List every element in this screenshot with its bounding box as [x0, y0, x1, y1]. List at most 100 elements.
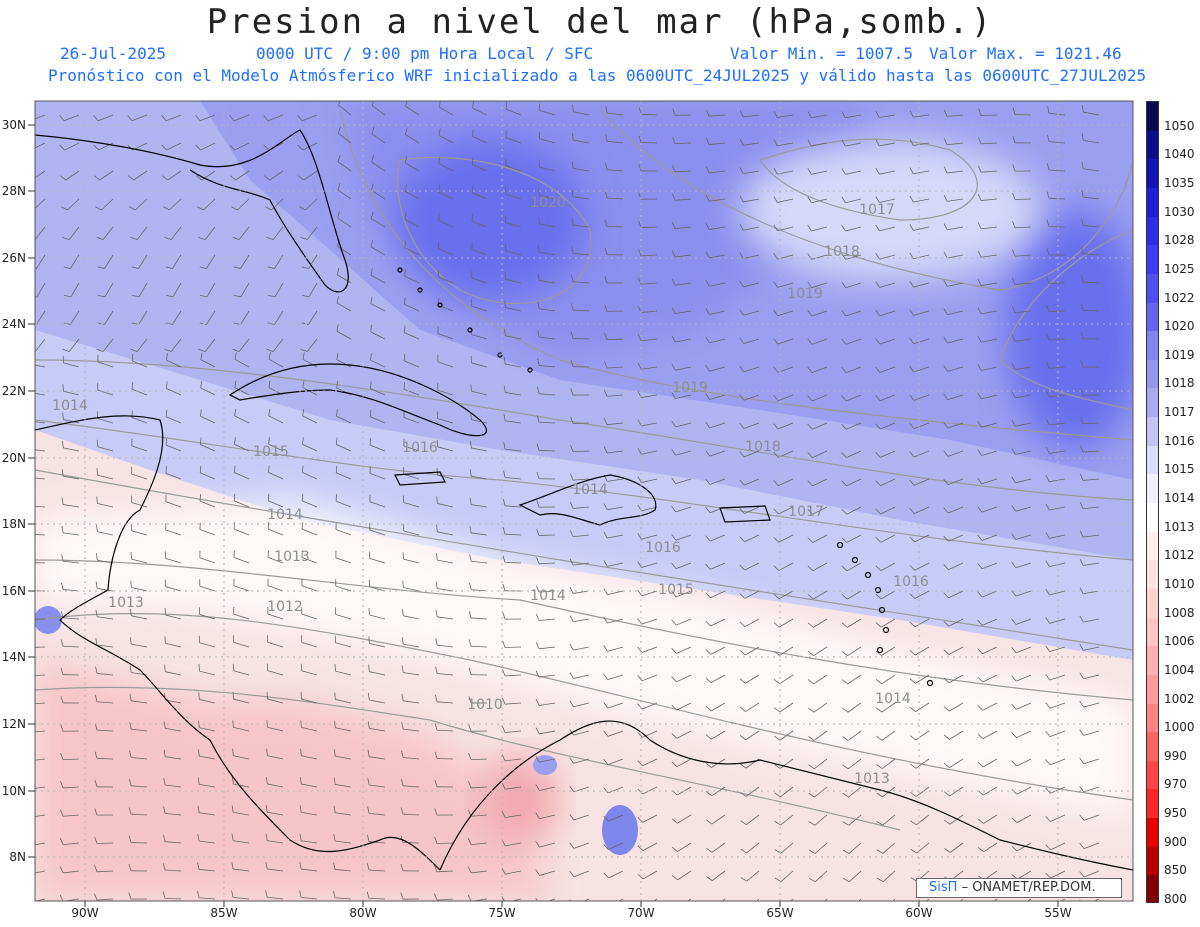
colorbar-segment	[1147, 646, 1158, 676]
colorbar-label: 1000	[1164, 720, 1195, 735]
lon-label: 75W	[488, 906, 515, 920]
lon-label: 85W	[210, 906, 237, 920]
colorbar-label: 1016	[1164, 433, 1195, 448]
colorbar	[1146, 101, 1159, 903]
colorbar-segment	[1147, 732, 1158, 762]
colorbar-segment	[1147, 674, 1158, 705]
colorbar-segment	[1147, 216, 1158, 247]
colorbar-label: 1040	[1164, 147, 1195, 162]
colorbar-segment	[1147, 474, 1158, 504]
lat-lon-grid	[35, 101, 1133, 901]
lat-label: 16N	[2, 584, 26, 598]
isobar-label: 1016	[893, 574, 929, 590]
colorbar-label: 1050	[1164, 118, 1195, 133]
isobar-label: 1015	[253, 444, 289, 460]
colorbar-segment	[1147, 503, 1158, 533]
colorbar-label: 1013	[1164, 519, 1195, 534]
colorbar-label: 1025	[1164, 261, 1195, 276]
colorbar-segment	[1147, 445, 1158, 476]
isobar-label: 1017	[788, 504, 824, 520]
colorbar-label: 1022	[1164, 290, 1195, 305]
lat-label: 10N	[2, 784, 26, 798]
colorbar-segment	[1147, 531, 1158, 562]
coastlines	[35, 129, 1133, 871]
isobars	[35, 109, 1133, 831]
lat-label: 20N	[2, 451, 26, 465]
colorbar-label: 990	[1164, 748, 1187, 763]
latitude-labels: 30N 28N 26N 24N 22N 20N 18N 16N 14N 12N 10N 8N	[2, 118, 35, 864]
colorbar-segment	[1147, 245, 1158, 275]
isobar-label: 1019	[787, 286, 823, 302]
lon-label: 80W	[349, 906, 376, 920]
colorbar-segment	[1147, 560, 1158, 590]
colorbar-label: 1008	[1164, 605, 1195, 620]
wind-barbs	[35, 101, 1100, 901]
isobar-label: 1017	[859, 202, 895, 218]
colorbar-segment	[1147, 703, 1158, 734]
colorbar-segment	[1147, 760, 1158, 791]
isobar-label: 1014	[875, 691, 911, 707]
isobar-label: 1014	[267, 507, 303, 523]
isobar-label: 1012	[267, 599, 303, 615]
colorbar-segment	[1147, 273, 1158, 304]
colorbar-label: 1020	[1164, 319, 1195, 334]
isobar-label: 1019	[672, 380, 708, 396]
isobar-labels: 1020 1017 1018 1019 1019 1018 1017 1016 1016 1015…	[52, 195, 929, 787]
forecast-date: 26-Jul-2025	[60, 44, 166, 63]
colorbar-segment	[1147, 846, 1158, 877]
colorbar-segment	[1147, 359, 1158, 390]
colorbar-label: 1014	[1164, 491, 1195, 505]
colorbar-segment	[1147, 388, 1158, 419]
colorbar-label: 1030	[1164, 204, 1195, 219]
colorbar-label: 900	[1164, 834, 1187, 849]
isobar-label: 1016	[402, 440, 438, 456]
lat-label: 14N	[2, 650, 26, 664]
colorbar-segment	[1147, 187, 1158, 218]
colorbar-label: 1035	[1164, 175, 1195, 190]
colorbar-label: 1028	[1164, 233, 1195, 248]
isobar-label: 1013	[274, 549, 310, 565]
min-value: Valor Min. = 1007.5	[730, 44, 914, 63]
pressure-field	[35, 101, 1133, 901]
isobar-label: 1014	[572, 482, 608, 498]
lat-label: 18N	[2, 517, 26, 531]
lat-label: 24N	[2, 317, 26, 331]
colorbar-segment	[1147, 588, 1158, 619]
lon-label: 55W	[1044, 906, 1071, 920]
colorbar-label: 1015	[1164, 462, 1195, 477]
max-value: Valor Max. = 1021.46	[929, 44, 1122, 63]
isobar-label: 1015	[658, 582, 694, 598]
colorbar-segment	[1147, 417, 1158, 447]
colorbar-label: 1010	[1164, 576, 1195, 591]
lon-label: 60W	[905, 906, 932, 920]
lon-label: 65W	[766, 906, 793, 920]
lat-label: 26N	[2, 251, 26, 265]
lat-label: 30N	[2, 118, 26, 132]
lon-label: 90W	[71, 906, 98, 920]
colorbar-segment	[1147, 102, 1158, 132]
isobar-label: 1016	[645, 540, 681, 556]
colorbar-segment	[1147, 302, 1158, 333]
colorbar-label: 1006	[1164, 634, 1195, 649]
isobar-label: 1020	[530, 195, 566, 211]
longitude-labels: 90W 85W 80W 75W 70W 65W 60W 55W	[71, 901, 1072, 920]
colorbar-label: 1004	[1164, 662, 1195, 677]
lat-label: 12N	[2, 717, 26, 731]
forecast-note: Pronóstico con el Modelo Atmósferico WRF…	[48, 66, 1147, 85]
credit-text: – ONAMET/REP.DOM.	[961, 880, 1096, 895]
time-info: 0000 UTC / 9:00 pm Hora Local / SFC	[256, 44, 594, 63]
brand-logo: SisΠ	[929, 880, 958, 895]
colorbar-segment	[1147, 617, 1158, 648]
lat-label: 8N	[9, 850, 26, 864]
colorbar-label: 850	[1164, 863, 1187, 878]
colorbar-label: 800	[1164, 892, 1187, 906]
colorbar-segment	[1147, 818, 1158, 848]
isobar-label: 1014	[52, 398, 88, 414]
isobar-label: 1018	[745, 439, 781, 455]
lat-label: 28N	[2, 184, 26, 198]
isobar-label: 1014	[530, 588, 566, 604]
colorbar-label: 1019	[1164, 347, 1195, 362]
map-frame	[34, 100, 1134, 902]
colorbar-label: 950	[1164, 806, 1187, 821]
lat-label: 22N	[2, 384, 26, 398]
